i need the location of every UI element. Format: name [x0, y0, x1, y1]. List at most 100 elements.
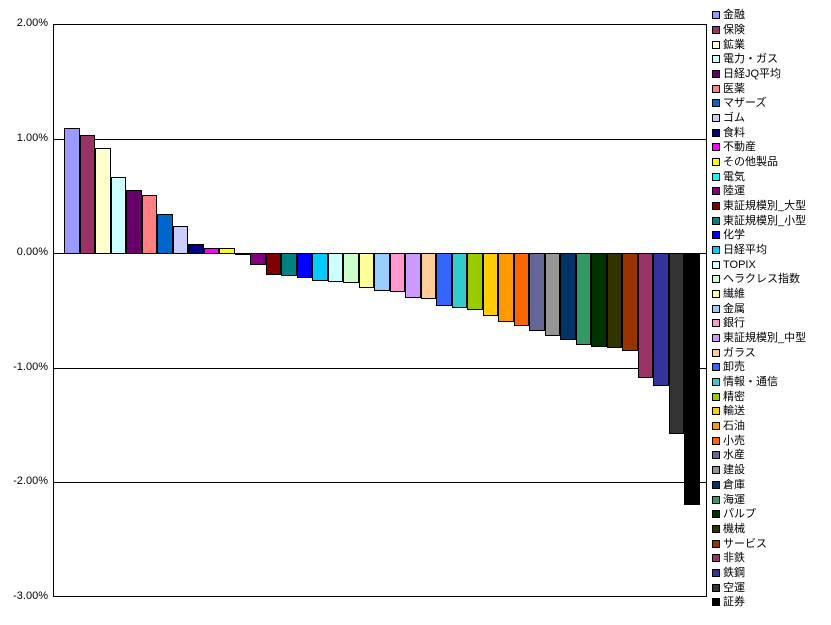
legend-color-marker-icon [712, 290, 720, 299]
legend-color-marker-icon [712, 539, 720, 548]
bar-銀行 [389, 253, 406, 293]
legend-label: 日経JQ平均 [723, 68, 782, 81]
legend-label: 東証規模別_中型 [723, 332, 807, 345]
legend-label: ガラス [723, 346, 756, 359]
legend-label: 空運 [723, 581, 745, 594]
legend-item-東証規模別_中型: 東証規模別_中型 [712, 331, 831, 346]
legend-label: サービス [723, 537, 767, 550]
legend-label: 輸送 [723, 405, 745, 418]
legend-item-機械: 機械 [712, 522, 831, 537]
legend-item-証券: 証券 [712, 595, 831, 610]
legend-item-その他製品: その他製品 [712, 155, 831, 170]
legend-label: 精密 [723, 390, 745, 403]
bar-マザーズ [157, 214, 173, 255]
legend-label: 電力・ガス [723, 53, 778, 66]
legend-item-倉庫: 倉庫 [712, 478, 831, 493]
bar-非鉄 [637, 253, 654, 379]
legend-color-marker-icon [712, 158, 720, 167]
legend-color-marker-icon [712, 436, 720, 445]
legend-item-化学: 化学 [712, 228, 831, 243]
legend-item-建設: 建設 [712, 463, 831, 478]
legend-label: TOPIX [723, 258, 756, 271]
legend-label: 電気 [723, 170, 745, 183]
legend-color-marker-icon [712, 568, 720, 577]
legend-color-marker-icon [712, 554, 720, 563]
legend-label: その他製品 [723, 156, 778, 169]
legend-item-東証規模別_大型: 東証規模別_大型 [712, 199, 831, 214]
legend-label: 鉄鋼 [723, 566, 745, 579]
bar-東証規模別_小型 [281, 253, 297, 277]
legend-item-繊維: 繊維 [712, 287, 831, 302]
legend-color-marker-icon [712, 11, 720, 20]
legend-item-金属: 金属 [712, 301, 831, 316]
legend-label: 海運 [723, 493, 745, 506]
bar-東証規模別_中型 [405, 253, 421, 298]
legend-color-marker-icon [712, 55, 720, 64]
legend-item-石油: 石油 [712, 419, 831, 434]
bar-鉄鋼 [653, 253, 669, 387]
legend-label: 陸運 [723, 185, 745, 198]
legend-item-東証規模別_小型: 東証規模別_小型 [712, 213, 831, 228]
legend-color-marker-icon [712, 143, 720, 152]
legend-color-marker-icon [712, 128, 720, 137]
gridline--1.00% [54, 367, 706, 369]
legend-item-食料: 食料 [712, 125, 831, 140]
legend-color-marker-icon [712, 392, 720, 401]
bar-TOPIX [327, 253, 344, 282]
legend-label: 金融 [723, 9, 745, 22]
legend-color-marker-icon [712, 70, 720, 79]
legend-color-marker-icon [712, 216, 720, 225]
legend-color-marker-icon [712, 319, 720, 328]
y-tick-label: -3.00% [13, 590, 48, 602]
bar-鉱業 [95, 147, 111, 255]
bar-電力・ガス [110, 177, 127, 255]
bar-金融 [64, 128, 80, 255]
legend-item-空運: 空運 [712, 580, 831, 595]
legend-item-保険: 保険 [712, 23, 831, 38]
legend-label: パルプ [723, 508, 756, 521]
legend-label: 機械 [723, 522, 745, 535]
bar-保険 [79, 135, 95, 255]
legend-label: 東証規模別_小型 [723, 214, 807, 227]
legend-color-marker-icon [712, 451, 720, 460]
bar-その他製品 [219, 248, 235, 255]
legend-label: ヘラクレス指数 [723, 273, 800, 286]
legend-label: 小売 [723, 434, 745, 447]
legend-color-marker-icon [712, 275, 720, 284]
legend-item-輸送: 輸送 [712, 404, 831, 419]
legend-item-ヘラクレス指数: ヘラクレス指数 [712, 272, 831, 287]
legend-color-marker-icon [712, 495, 720, 504]
legend-color-marker-icon [712, 202, 720, 211]
legend-color-marker-icon [712, 407, 720, 416]
legend-label: 繊維 [723, 288, 745, 301]
legend-color-marker-icon [712, 260, 720, 269]
legend-color-marker-icon [712, 172, 720, 181]
bar-食料 [188, 243, 204, 255]
legend-label: 保険 [723, 24, 745, 36]
legend-color-marker-icon [712, 99, 720, 108]
bar-建設 [544, 253, 561, 336]
legend-label: 卸売 [723, 361, 745, 374]
legend-label: 非鉄 [723, 552, 745, 565]
legend-label: 建設 [723, 464, 745, 477]
legend-color-marker-icon [712, 231, 720, 240]
legend-item-不動産: 不動産 [712, 140, 831, 155]
bar-卸売 [436, 253, 452, 306]
legend-color-marker-icon [712, 510, 720, 519]
legend-color-marker-icon [712, 598, 720, 607]
legend-color-marker-icon [712, 363, 720, 372]
bar-海運 [575, 253, 592, 345]
legend-color-marker-icon [712, 466, 720, 475]
legend-item-電力・ガス: 電力・ガス [712, 52, 831, 67]
bar-繊維 [358, 253, 375, 288]
bar-陸運 [250, 253, 266, 265]
bar-空運 [668, 253, 685, 435]
y-tick-label: 2.00% [16, 17, 48, 29]
y-tick-label: 0.00% [16, 246, 48, 259]
y-tick-label: -1.00% [13, 360, 48, 373]
legend: 金融 保険 鉱業 電力・ガス 日経JQ平均 医薬 マザーズ ゴム 食料 不動産 その他製品 電気 陸運東… [712, 8, 831, 610]
bar-東証規模別_大型 [265, 253, 282, 275]
legend-label: 金属 [723, 302, 745, 315]
legend-color-marker-icon [712, 84, 720, 93]
